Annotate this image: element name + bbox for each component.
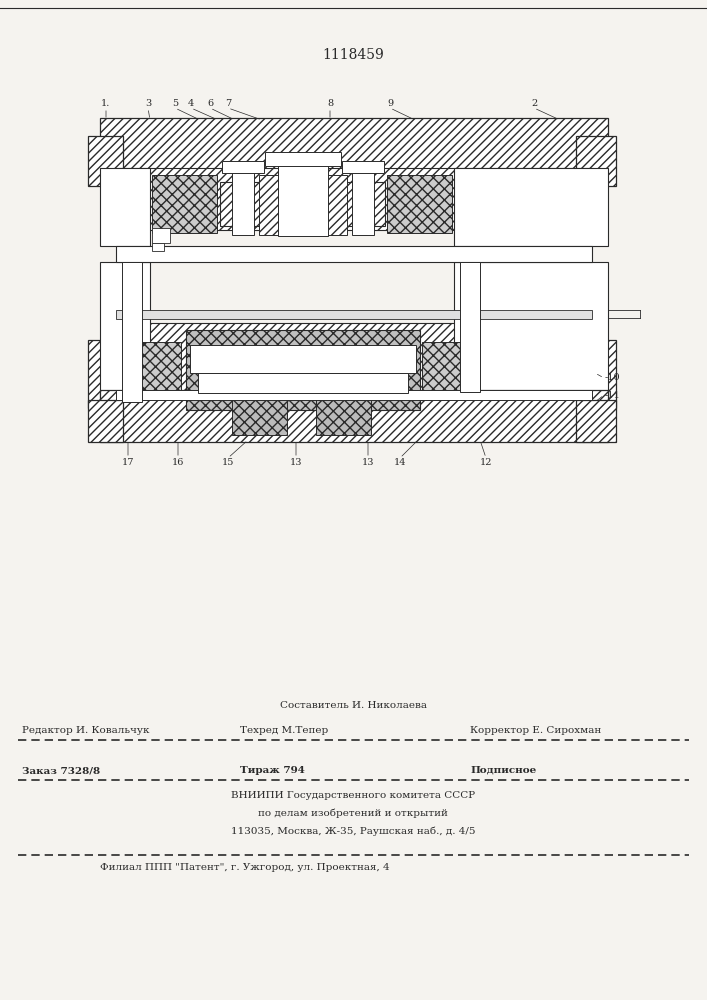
Bar [259, 175, 347, 235]
Text: Тираж 794: Тираж 794 [240, 766, 305, 775]
Text: Заказ 7328/8: Заказ 7328/8 [22, 766, 100, 775]
Bar [152, 243, 164, 251]
Bar [116, 390, 592, 400]
Text: 15: 15 [222, 458, 234, 467]
Bar [278, 158, 328, 236]
Bar [152, 228, 170, 243]
Bar [186, 330, 420, 410]
Bar [422, 342, 477, 397]
Text: 13: 13 [290, 458, 303, 467]
Text: 1.: 1. [101, 99, 111, 108]
Text: -10: -10 [605, 373, 621, 382]
Text: -11: -11 [605, 390, 621, 399]
Text: 17: 17 [122, 458, 134, 467]
Bar [100, 262, 150, 422]
Text: ВНИИПИ Государственного комитета СССР: ВНИИПИ Государственного комитета СССР [231, 791, 475, 800]
Bar [576, 340, 616, 408]
Bar [88, 340, 123, 408]
Bar [576, 136, 616, 186]
Bar [152, 175, 217, 233]
Bar [116, 310, 592, 319]
Bar [116, 246, 592, 262]
Bar [122, 262, 142, 402]
Bar [454, 262, 608, 410]
Bar [100, 390, 608, 442]
Text: 9: 9 [387, 99, 393, 108]
Text: 3: 3 [145, 99, 151, 108]
Text: 4: 4 [188, 99, 194, 108]
Text: по делам изобретений и открытий: по делам изобретений и открытий [258, 808, 448, 818]
Text: 2: 2 [531, 99, 537, 108]
Text: Редактор И. Ковальчук: Редактор И. Ковальчук [22, 726, 149, 735]
Bar [460, 262, 480, 392]
Text: 8: 8 [327, 99, 333, 108]
Text: Подписное: Подписное [470, 766, 536, 775]
Text: 7: 7 [225, 99, 231, 108]
Bar [352, 165, 374, 235]
Text: 14: 14 [394, 458, 407, 467]
Bar [387, 175, 452, 233]
Bar [126, 342, 181, 397]
Text: 5: 5 [172, 99, 178, 108]
Bar [265, 152, 341, 166]
Bar [220, 182, 385, 226]
Bar [190, 345, 416, 373]
Bar [88, 136, 123, 186]
Bar [88, 400, 123, 442]
Bar [316, 393, 371, 435]
Bar [576, 400, 616, 442]
Text: 1118459: 1118459 [322, 48, 384, 62]
Text: Составитель И. Николаева: Составитель И. Николаева [279, 701, 426, 710]
Bar [198, 373, 408, 393]
Bar [232, 165, 254, 235]
Text: Корректор Е. Сирохман: Корректор Е. Сирохман [470, 726, 601, 735]
Bar [100, 340, 608, 390]
Bar [115, 168, 593, 230]
Bar [100, 168, 150, 246]
Bar [100, 118, 608, 170]
Text: 16: 16 [172, 458, 185, 467]
Text: Техред М.Тепер: Техред М.Тепер [240, 726, 328, 735]
Bar [116, 323, 592, 403]
Bar [232, 393, 287, 435]
Text: Филиал ППП "Патент", г. Ужгород, ул. Проектная, 4: Филиал ППП "Патент", г. Ужгород, ул. Про… [100, 863, 390, 872]
Bar [222, 161, 264, 173]
Text: 12: 12 [480, 458, 492, 467]
Bar [342, 161, 384, 173]
Text: 6: 6 [207, 99, 213, 108]
Text: 13: 13 [362, 458, 374, 467]
Text: 113035, Москва, Ж-35, Раушская наб., д. 4/5: 113035, Москва, Ж-35, Раушская наб., д. … [230, 826, 475, 836]
Bar [454, 168, 608, 246]
